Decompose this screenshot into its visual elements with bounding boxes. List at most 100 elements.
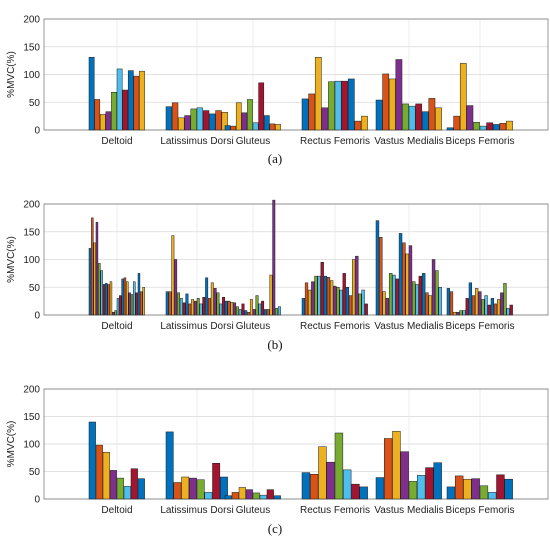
bar bbox=[375, 220, 380, 316]
bar bbox=[133, 281, 136, 316]
bar bbox=[479, 125, 487, 131]
y-tick-label: 100 bbox=[23, 70, 40, 81]
bar bbox=[142, 287, 145, 316]
bar bbox=[231, 492, 239, 500]
bar bbox=[273, 495, 281, 500]
bar bbox=[435, 107, 442, 131]
bar bbox=[321, 107, 329, 131]
bar bbox=[484, 295, 488, 316]
bar bbox=[359, 486, 368, 500]
y-axis-label: %MVC(%) bbox=[6, 51, 17, 98]
bar bbox=[392, 274, 396, 316]
bar bbox=[388, 78, 396, 131]
chart-panel: 0 50 100 150 200 %MVC(%) Deltoid Latissimus Dor… bbox=[6, 385, 549, 536]
bar bbox=[347, 78, 355, 131]
bar bbox=[428, 98, 436, 131]
bar bbox=[100, 270, 103, 316]
bar bbox=[137, 478, 145, 500]
bar bbox=[402, 242, 406, 316]
bar bbox=[455, 475, 464, 500]
bar bbox=[352, 259, 356, 316]
y-tick-label: 50 bbox=[29, 98, 41, 109]
bar bbox=[114, 310, 117, 316]
bar bbox=[473, 121, 480, 131]
bar bbox=[301, 472, 311, 500]
bar bbox=[361, 289, 365, 316]
x-tick-label: Vastus Medialis bbox=[374, 505, 443, 516]
bar bbox=[135, 292, 138, 316]
bar bbox=[165, 431, 174, 500]
bar bbox=[375, 477, 385, 500]
bar bbox=[133, 75, 140, 131]
bar bbox=[123, 277, 127, 316]
bar bbox=[244, 310, 248, 316]
x-tick-label: Latissimus Dorsi bbox=[160, 505, 233, 516]
y-axis-label: %MVC(%) bbox=[6, 421, 17, 468]
y-tick-label: 0 bbox=[34, 311, 40, 322]
bar bbox=[213, 288, 217, 316]
bar bbox=[208, 298, 211, 316]
bar bbox=[190, 108, 197, 131]
x-tick-label: Latissimus Dorsi bbox=[160, 321, 233, 332]
bar bbox=[171, 102, 179, 131]
bar bbox=[105, 283, 108, 316]
bar bbox=[438, 287, 442, 316]
bar bbox=[487, 304, 491, 316]
bar bbox=[415, 103, 423, 131]
y-tick-label: 0 bbox=[34, 495, 40, 506]
bar bbox=[392, 431, 401, 500]
bar bbox=[94, 99, 101, 131]
bar bbox=[277, 306, 281, 316]
bar bbox=[127, 70, 134, 131]
bar bbox=[308, 289, 312, 316]
bar bbox=[269, 123, 276, 131]
bar bbox=[301, 98, 309, 131]
bar bbox=[116, 68, 123, 131]
y-tick-label: 100 bbox=[23, 440, 40, 451]
bar bbox=[126, 281, 129, 316]
bar bbox=[471, 295, 476, 316]
bar bbox=[425, 292, 429, 316]
bar bbox=[165, 106, 173, 131]
bar bbox=[301, 298, 305, 316]
x-tick-label: Gluteus bbox=[236, 136, 270, 147]
bar bbox=[375, 99, 383, 131]
x-tick-label: Rectus Femoris bbox=[300, 321, 370, 332]
bar bbox=[191, 299, 195, 316]
bar bbox=[493, 303, 498, 316]
axes-box bbox=[43, 203, 549, 316]
bar bbox=[91, 217, 94, 316]
bar bbox=[189, 477, 197, 500]
x-tick-label: Gluteus bbox=[236, 321, 270, 332]
bar bbox=[193, 300, 197, 316]
bar bbox=[488, 492, 497, 500]
bar bbox=[259, 494, 267, 500]
bar bbox=[227, 300, 231, 316]
bar bbox=[182, 302, 186, 316]
bar bbox=[453, 115, 461, 131]
bar bbox=[266, 309, 270, 316]
bar bbox=[326, 277, 331, 316]
y-tick-label: 150 bbox=[23, 412, 40, 423]
bar bbox=[509, 304, 513, 316]
bar bbox=[222, 296, 226, 316]
x-tick-label: Deltoid bbox=[101, 505, 132, 516]
x-tick-label: Biceps Femoris bbox=[446, 505, 515, 516]
x-tick-label: Biceps Femoris bbox=[446, 321, 515, 332]
bar bbox=[88, 421, 96, 500]
x-tick-label: Latissimus Dorsi bbox=[160, 136, 233, 147]
bar bbox=[174, 259, 178, 316]
bar bbox=[323, 275, 327, 316]
bar bbox=[345, 287, 349, 316]
bar bbox=[258, 303, 262, 316]
bar bbox=[361, 115, 368, 131]
bar bbox=[123, 486, 131, 500]
panel-label: (a) bbox=[268, 151, 282, 166]
bar bbox=[261, 300, 265, 316]
chart-panel: 0 50 100 150 200 %MVC(%) Deltoid Latissimus Dor… bbox=[6, 200, 549, 352]
bar bbox=[181, 476, 190, 500]
x-tick-label: Biceps Femoris bbox=[446, 136, 515, 147]
bar bbox=[99, 114, 106, 131]
x-tick-label: Deltoid bbox=[101, 321, 132, 332]
bar bbox=[503, 283, 507, 316]
